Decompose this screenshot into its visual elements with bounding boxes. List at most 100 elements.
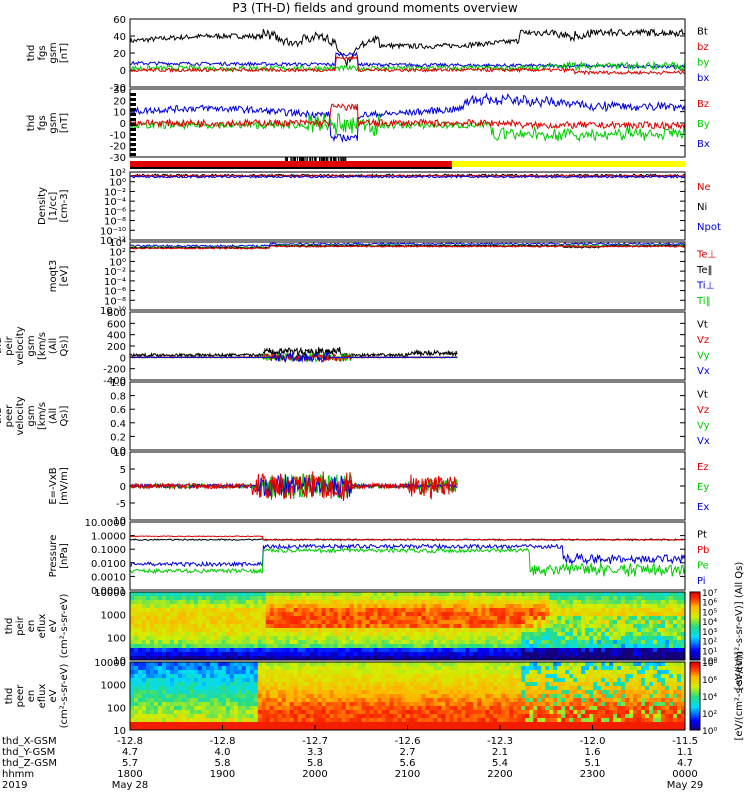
spectrogram-cell bbox=[253, 636, 259, 641]
spectrogram-cell bbox=[289, 604, 295, 609]
spectrogram-cell bbox=[525, 592, 530, 597]
spectrogram-cell bbox=[405, 608, 410, 613]
spectrogram-cell bbox=[565, 656, 570, 661]
spectrogram-cell bbox=[421, 702, 426, 707]
spectrogram-cell bbox=[613, 726, 618, 731]
spectrogram-cell bbox=[537, 632, 542, 637]
spectrogram-cell bbox=[297, 612, 303, 617]
spectrogram-cell bbox=[545, 640, 550, 645]
spectrogram-cell bbox=[605, 726, 610, 731]
spectrogram-cell bbox=[481, 706, 486, 711]
spectrogram-cell bbox=[541, 644, 546, 649]
spectrogram-cell bbox=[153, 674, 159, 679]
spectrogram-cell bbox=[625, 698, 630, 703]
spectrogram-cell bbox=[253, 596, 259, 601]
spectrogram-cell bbox=[577, 600, 582, 605]
spectrogram-cell bbox=[649, 652, 654, 657]
spectrogram-cell bbox=[473, 656, 478, 661]
spectrogram-cell bbox=[349, 632, 354, 637]
spectrogram-cell bbox=[349, 726, 354, 731]
spectrogram-cell bbox=[457, 604, 462, 609]
spectrogram-cell bbox=[413, 604, 418, 609]
spectrogram-cell bbox=[369, 648, 374, 653]
spectrogram-cell bbox=[445, 620, 450, 625]
spectrogram-cell bbox=[333, 674, 339, 679]
spectrogram-cell bbox=[209, 710, 215, 715]
spectrogram-cell bbox=[545, 592, 550, 597]
spectrogram-cell bbox=[589, 616, 594, 621]
spectrogram-cell bbox=[369, 666, 374, 671]
spectrogram-cell bbox=[341, 706, 347, 711]
spectrogram-cell bbox=[457, 656, 462, 661]
spectrogram-cell bbox=[561, 710, 566, 715]
spectrogram-cell bbox=[249, 612, 255, 617]
spectrogram-cell bbox=[357, 682, 362, 687]
spectrogram-cell bbox=[209, 592, 215, 597]
spectrogram-cell bbox=[369, 702, 374, 707]
spectrogram-cell bbox=[545, 666, 550, 671]
spectrogram-cell bbox=[621, 612, 626, 617]
spectrogram-cell bbox=[629, 686, 634, 691]
spectrogram-cell bbox=[261, 624, 267, 629]
spectrogram-cell bbox=[281, 628, 287, 633]
spectrogram-cell bbox=[197, 722, 203, 727]
spectrogram-cell bbox=[397, 636, 402, 641]
spectrogram-cell bbox=[401, 620, 406, 625]
spectrogram-cell bbox=[377, 690, 382, 695]
spectrogram-cell bbox=[293, 726, 299, 731]
spectrogram-cell bbox=[585, 620, 590, 625]
spectrogram-cell bbox=[185, 718, 191, 723]
spectrogram-cell bbox=[353, 604, 358, 609]
spectrogram-cell bbox=[473, 612, 478, 617]
spectrogram-cell bbox=[677, 616, 682, 621]
spectrogram-cell bbox=[237, 652, 243, 657]
spectrogram-cell bbox=[549, 648, 554, 653]
spectrogram-cell bbox=[497, 616, 502, 621]
spectrogram-cell bbox=[317, 644, 323, 649]
spectrogram-cell bbox=[513, 592, 518, 597]
spectrogram-cell bbox=[585, 666, 590, 671]
spectrogram-cell bbox=[521, 620, 526, 625]
spectrogram-cell bbox=[149, 600, 155, 605]
spectrogram-cell bbox=[273, 722, 279, 727]
spectrogram-cell bbox=[229, 648, 235, 653]
spectrogram-cell bbox=[221, 616, 227, 621]
spectrogram-cell bbox=[401, 592, 406, 597]
spectrogram-cell bbox=[161, 714, 167, 719]
spectrogram-cell bbox=[421, 710, 426, 715]
spectrogram-cell bbox=[493, 640, 498, 645]
spectrogram-cell bbox=[317, 698, 323, 703]
spectrogram-cell bbox=[397, 596, 402, 601]
spectrogram-cell bbox=[681, 644, 686, 649]
spectrogram-cell bbox=[633, 714, 638, 719]
spectrogram-cell bbox=[130, 726, 135, 731]
spectrogram-cell bbox=[465, 652, 470, 657]
spectrogram-cell bbox=[557, 722, 562, 727]
spectrogram-cell bbox=[609, 666, 614, 671]
spectrogram-cell bbox=[357, 624, 362, 629]
spectrogram-cell bbox=[417, 722, 422, 727]
spectrogram-cell bbox=[245, 662, 251, 667]
spectrogram-cell bbox=[593, 694, 598, 699]
spectrogram-cell bbox=[561, 670, 566, 675]
spectrogram-cell bbox=[193, 670, 199, 675]
spectrogram-cell bbox=[273, 666, 279, 671]
spectrogram-cell bbox=[533, 694, 538, 699]
spectrogram-cell bbox=[473, 714, 478, 719]
spectrogram-cell bbox=[645, 628, 650, 633]
spectrogram-cell bbox=[477, 600, 482, 605]
spectrogram-cell bbox=[161, 656, 167, 661]
spectrogram-cell bbox=[517, 656, 522, 661]
spectrogram-cell bbox=[261, 714, 267, 719]
spectrogram-cell bbox=[649, 678, 654, 683]
spectrogram-cell bbox=[269, 604, 275, 609]
spectrogram-cell bbox=[289, 644, 295, 649]
spectrogram-cell bbox=[293, 718, 299, 723]
spectrogram-cell bbox=[301, 648, 307, 653]
spectrogram-cell bbox=[505, 592, 510, 597]
spectrogram-cell bbox=[625, 666, 630, 671]
spectrogram-cell bbox=[261, 640, 267, 645]
peer-velocity-panel-ytick-label: 1.0 bbox=[110, 378, 126, 389]
spectrogram-cell bbox=[437, 620, 442, 625]
spectrogram-cell bbox=[433, 714, 438, 719]
